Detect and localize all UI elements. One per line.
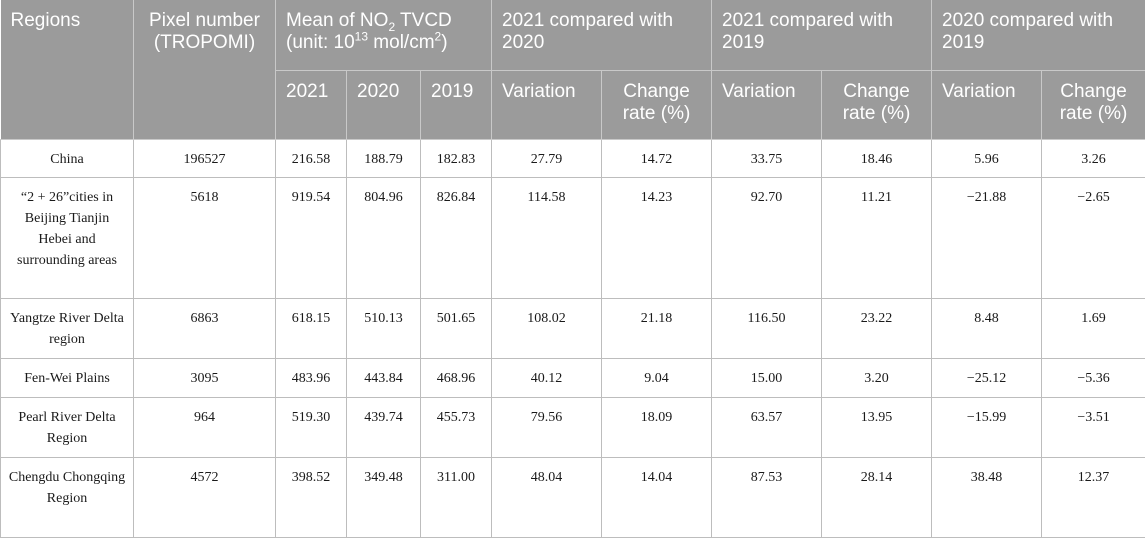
cell-rate-2021-2019: 3.20 [821,358,933,398]
header-year-2019: 2019 [420,70,493,140]
table-row: Fen-Wei Plains 3095 483.96 443.84 468.96… [0,358,1145,398]
cell-2021: 216.58 [275,139,347,178]
cell-2019: 501.65 [419,298,493,359]
header-variation: Variation [931,70,1043,140]
cell-pixels: 196527 [133,139,276,178]
cell-pixels: 5618 [133,177,276,299]
cell-variation-2021-2019: 87.53 [711,457,823,538]
cell-variation-2020-2019: −25.12 [931,358,1043,398]
cell-rate-2020-2019: 12.37 [1041,457,1145,538]
table-row: Yangtze River Delta region 6863 618.15 5… [0,298,1145,359]
header-change-rate: Change rate (%) [821,70,933,140]
cell-variation-2020-2019: 8.48 [931,298,1043,359]
cell-2019: 311.00 [419,457,493,538]
header-variation: Variation [491,70,603,140]
header-mean-no2: Mean of NO2 TVCD (unit: 1013 mol/cm2) [275,0,493,71]
cell-variation-2021-2019: 33.75 [711,139,823,178]
table-row: “2 + 26”cities in Beijing Tianjin Hebei … [0,177,1145,299]
cell-rate-2020-2019: −2.65 [1041,177,1145,299]
header-year-2020: 2020 [346,70,421,140]
cell-rate-2021-2020: 14.04 [601,457,713,538]
header-change-rate: Change rate (%) [601,70,713,140]
header-year-2021: 2021 [275,70,347,140]
cell-2019: 826.84 [419,177,493,299]
cell-variation-2021-2020: 48.04 [491,457,603,538]
cell-2021: 398.52 [275,457,347,538]
cell-variation-2020-2019: 38.48 [931,457,1043,538]
cell-region: “2 + 26”cities in Beijing Tianjin Hebei … [0,177,134,299]
table-row: Pearl River Delta Region 964 519.30 439.… [0,397,1145,458]
header-variation: Variation [711,70,823,140]
cell-variation-2021-2020: 40.12 [491,358,603,398]
cell-rate-2020-2019: −5.36 [1041,358,1145,398]
cell-variation-2020-2019: 5.96 [931,139,1043,178]
cell-rate-2021-2020: 14.23 [601,177,713,299]
header-change-rate: Change rate (%) [1041,70,1145,140]
cell-2020: 443.84 [346,358,421,398]
cell-region: Pearl River Delta Region [0,397,134,458]
cell-variation-2021-2019: 63.57 [711,397,823,458]
cell-rate-2021-2020: 9.04 [601,358,713,398]
cell-pixels: 3095 [133,358,276,398]
cell-rate-2021-2019: 18.46 [821,139,933,178]
cell-2019: 182.83 [419,139,493,178]
cell-2021: 519.30 [275,397,347,458]
cell-2019: 468.96 [419,358,493,398]
cell-region: China [0,139,134,178]
cell-variation-2021-2019: 116.50 [711,298,823,359]
header-regions: Regions [0,0,134,140]
cell-2020: 804.96 [346,177,421,299]
cell-rate-2020-2019: 3.26 [1041,139,1145,178]
cell-rate-2021-2020: 14.72 [601,139,713,178]
header-pixel-number: Pixel number (TROPOMI) [133,0,276,140]
cell-2021: 618.15 [275,298,347,359]
cell-pixels: 964 [133,397,276,458]
cell-variation-2020-2019: −15.99 [931,397,1043,458]
cell-variation-2021-2019: 92.70 [711,177,823,299]
cell-2020: 349.48 [346,457,421,538]
header-2020-vs-2019: 2020 compared with 2019 [931,0,1145,71]
table-row: China 196527 216.58 188.79 182.83 27.79 … [0,139,1145,178]
cell-2021: 483.96 [275,358,347,398]
cell-variation-2021-2019: 15.00 [711,358,823,398]
cell-variation-2021-2020: 114.58 [491,177,603,299]
cell-rate-2021-2019: 28.14 [821,457,933,538]
cell-rate-2020-2019: −3.51 [1041,397,1145,458]
cell-pixels: 6863 [133,298,276,359]
cell-variation-2021-2020: 79.56 [491,397,603,458]
cell-variation-2021-2020: 27.79 [491,139,603,178]
cell-rate-2021-2019: 23.22 [821,298,933,359]
cell-2020: 439.74 [346,397,421,458]
cell-rate-2020-2019: 1.69 [1041,298,1145,359]
cell-2020: 188.79 [346,139,421,178]
cell-2019: 455.73 [419,397,493,458]
cell-2021: 919.54 [275,177,347,299]
cell-variation-2021-2020: 108.02 [491,298,603,359]
cell-rate-2021-2020: 21.18 [601,298,713,359]
cell-rate-2021-2019: 13.95 [821,397,933,458]
cell-variation-2020-2019: −21.88 [931,177,1043,299]
cell-rate-2021-2019: 11.21 [821,177,933,299]
cell-region: Yangtze River Delta region [0,298,134,359]
cell-pixels: 4572 [133,457,276,538]
table-row: Chengdu Chongqing Region 4572 398.52 349… [0,457,1145,538]
cell-region: Chengdu Chongqing Region [0,457,134,538]
cell-region: Fen-Wei Plains [0,358,134,398]
cell-2020: 510.13 [346,298,421,359]
cell-rate-2021-2020: 18.09 [601,397,713,458]
header-2021-vs-2020: 2021 compared with 2020 [491,0,713,71]
header-2021-vs-2019: 2021 compared with 2019 [711,0,933,71]
